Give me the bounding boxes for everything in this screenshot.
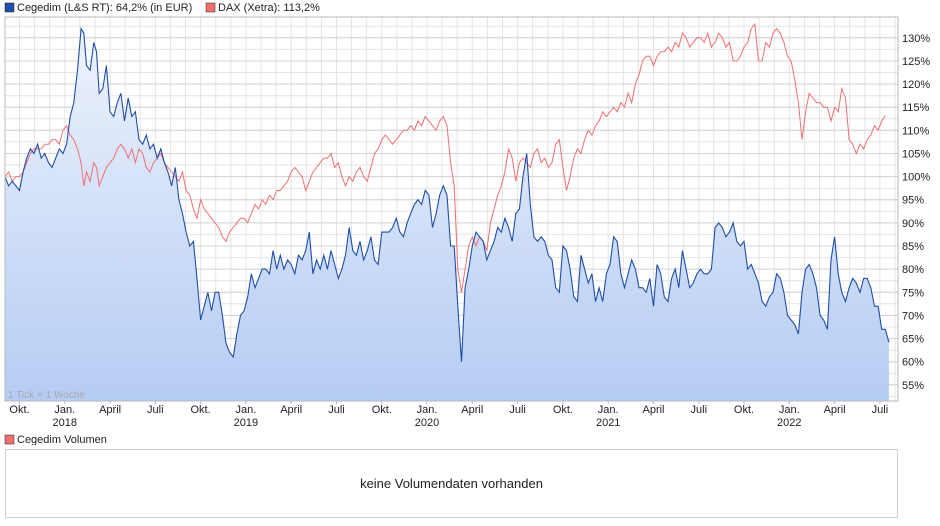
legend-swatch-volume xyxy=(4,434,15,445)
y-tick-label: 65% xyxy=(902,334,924,346)
x-tick-label: Jan. xyxy=(236,404,257,416)
y-tick-label: 80% xyxy=(902,264,924,276)
x-tick-label: April xyxy=(280,404,302,416)
x-tick-label: Okt. xyxy=(553,404,573,416)
y-tick-label: 105% xyxy=(902,149,930,161)
y-tick-label: 55% xyxy=(902,380,924,392)
y-axis: 55% 60% 65% 70% 75% 80% 85% 90% 95% 100% 105% 110% 1… xyxy=(902,33,930,392)
volume-panel: keine Volumendaten vorhanden xyxy=(5,449,898,518)
tick-note: 1 Tick = 1 Woche xyxy=(8,390,85,401)
x-tick-label: April xyxy=(461,404,483,416)
x-year-label: 2018 xyxy=(53,417,77,429)
plot-frame xyxy=(4,16,899,402)
price-chart: Cegedim (L&S RT): 64,2% (in EUR) DAX (Xe… xyxy=(4,2,930,446)
cegedim-line xyxy=(4,26,890,362)
y-tick-label: 70% xyxy=(902,310,924,322)
y-tick-label: 95% xyxy=(902,195,924,207)
y-tick-label: 60% xyxy=(902,357,924,369)
x-tick-label: Jan. xyxy=(598,404,619,416)
legend-label-cegedim: Cegedim (L&S RT): 64,2% (in EUR) xyxy=(17,2,192,14)
y-tick-label: 125% xyxy=(902,56,930,68)
legend-swatch-dax xyxy=(205,2,216,13)
y-tick-label: 120% xyxy=(902,79,930,91)
y-tick-label: 75% xyxy=(902,287,924,299)
x-tick-label: Jan. xyxy=(417,404,438,416)
legend-label-dax: DAX (Xetra): 113,2% xyxy=(218,2,320,14)
x-tick-label: April xyxy=(824,404,846,416)
y-tick-label: 90% xyxy=(902,218,924,230)
x-tick-label: Juli xyxy=(872,404,889,416)
x-year-label: 2019 xyxy=(234,417,258,429)
x-tick-label: Juli xyxy=(328,404,345,416)
x-tick-label: Okt. xyxy=(191,404,211,416)
x-tick-label: April xyxy=(99,404,121,416)
x-tick-label: Juli xyxy=(509,404,526,416)
x-tick-label: Jan. xyxy=(54,404,75,416)
x-tick-label: Okt. xyxy=(9,404,29,416)
x-tick-label: Okt. xyxy=(734,404,754,416)
x-tick-label: Juli xyxy=(691,404,708,416)
x-tick-label: April xyxy=(642,404,664,416)
x-year-label: 2022 xyxy=(777,417,801,429)
dax-line xyxy=(4,22,886,293)
series-layer xyxy=(4,22,890,401)
x-year-label: 2020 xyxy=(415,417,439,429)
y-tick-label: 110% xyxy=(902,125,930,137)
y-tick-label: 115% xyxy=(902,102,930,114)
x-tick-label: Okt. xyxy=(372,404,392,416)
cegedim-area xyxy=(5,28,889,401)
y-tick-label: 85% xyxy=(902,241,924,253)
x-tick-label: Juli xyxy=(147,404,164,416)
y-tick-label: 130% xyxy=(902,33,930,45)
legend-label-volume: Cegedim Volumen xyxy=(17,434,107,445)
x-tick-label: Jan. xyxy=(779,404,800,416)
y-tick-label: 100% xyxy=(902,172,930,184)
volume-empty-message: keine Volumendaten vorhanden xyxy=(360,476,543,491)
legend-swatch-cegedim xyxy=(4,2,15,13)
x-year-label: 2021 xyxy=(596,417,620,429)
